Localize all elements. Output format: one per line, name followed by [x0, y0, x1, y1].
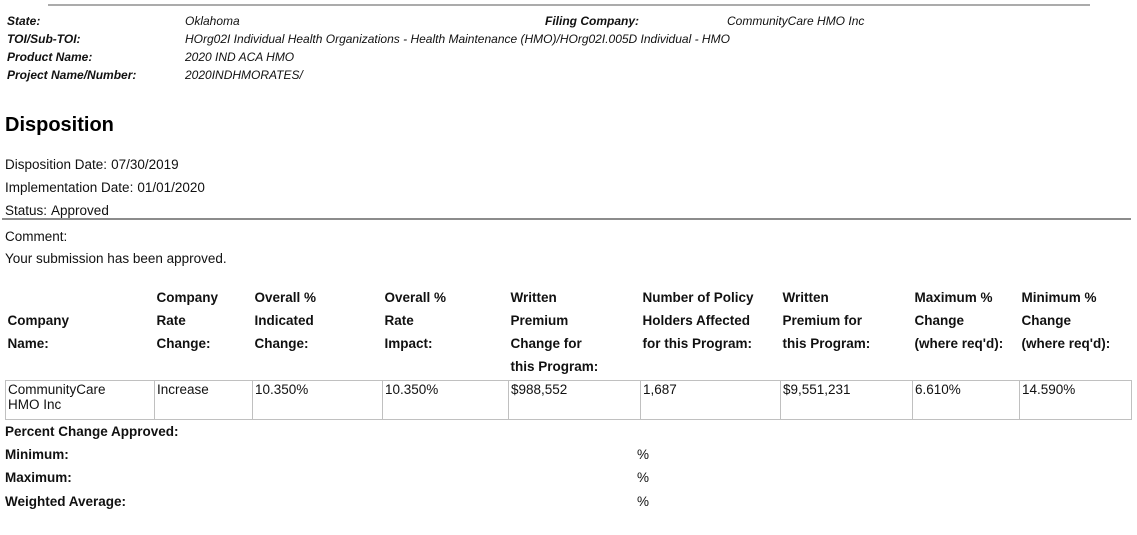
rate-table-header-row: Company Name: Company Rate Change: Overa… [6, 286, 1132, 381]
toi-subtoi-value: HOrg02I Individual Health Organizations … [185, 32, 730, 46]
col-header-minimum-change: Minimum % Change (where req'd): [1021, 290, 1111, 351]
product-name-value: 2020 IND ACA HMO [185, 50, 295, 64]
col-header-written-premium: Written Premium for this Program: [782, 290, 871, 351]
cell-minimum-change: 14.590% [1019, 380, 1132, 420]
implementation-date-line: Implementation Date: 01/01/2020 [5, 180, 205, 196]
percent-change-approved-label: Percent Change Approved: [5, 424, 179, 439]
comment-label: Comment: [5, 229, 67, 245]
cell-maximum-change: 6.610% [912, 380, 1020, 420]
project-name-number-value: 2020INDHMORATES/ [185, 68, 303, 82]
minimum-percent-sign: % [637, 447, 650, 462]
col-header-overall-rate-impact: Overall % Rate Impact: [384, 290, 447, 351]
maximum-label: Maximum: [5, 470, 72, 485]
comment-text-value: Your submission has been approved. [5, 251, 227, 266]
top-rule [48, 4, 1090, 6]
status-label: Status: [5, 203, 48, 218]
status-value: Approved [51, 203, 109, 218]
filing-company-value: CommunityCare HMO Inc [727, 14, 865, 28]
weighted-average-percent-sign: % [637, 494, 650, 509]
cell-company-rate-change: Increase [154, 380, 253, 420]
col-header-company-name: Company Name: [7, 313, 70, 351]
state-value: Oklahoma [185, 14, 240, 28]
weighted-average-label: Weighted Average: [5, 494, 127, 509]
cell-company-name: CommunityCare HMO Inc [5, 380, 155, 420]
col-header-policy-holders-affected: Number of Policy Holders Affected for th… [642, 290, 754, 351]
disposition-date-label: Disposition Date: [5, 157, 108, 172]
maximum-percent-sign: % [637, 470, 650, 485]
page-title: Disposition [5, 114, 114, 136]
cell-overall-indicated-change: 10.350% [252, 380, 383, 420]
toi-subtoi-label: TOI/Sub-TOI: [7, 32, 81, 46]
rate-table-row: CommunityCare HMO Inc Increase 10.350% 1… [5, 380, 1132, 420]
state-label: State: [7, 14, 41, 28]
cell-overall-rate-impact: 10.350% [382, 380, 509, 420]
comment-text: Your submission has been approved. [5, 251, 227, 267]
col-header-maximum-change: Maximum % Change (where req'd): [914, 290, 1004, 351]
status-line: Status: Approved [5, 203, 109, 219]
product-name-label: Product Name: [7, 50, 93, 64]
col-header-written-premium-change: Written Premium Change for this Program: [510, 290, 599, 374]
rate-table: Company Name: Company Rate Change: Overa… [5, 286, 1132, 420]
cell-policy-holders-affected: 1,687 [640, 380, 781, 420]
col-header-company-rate-change: Company Rate Change: [156, 290, 219, 351]
cell-written-premium-change: $988,552 [508, 380, 641, 420]
minimum-label: Minimum: [5, 447, 69, 462]
implementation-date-value: 01/01/2020 [137, 180, 205, 195]
project-name-number-label: Project Name/Number: [7, 68, 137, 82]
disposition-date-line: Disposition Date: 07/30/2019 [5, 157, 179, 173]
cell-written-premium: $9,551,231 [780, 380, 913, 420]
disposition-date-value: 07/30/2019 [111, 157, 179, 172]
implementation-date-label: Implementation Date: [5, 180, 134, 195]
filing-company-label: Filing Company: [545, 14, 639, 28]
comment-label-text: Comment: [5, 229, 68, 244]
col-header-overall-indicated-change: Overall % Indicated Change: [254, 290, 317, 351]
status-divider-rule [2, 218, 1131, 220]
